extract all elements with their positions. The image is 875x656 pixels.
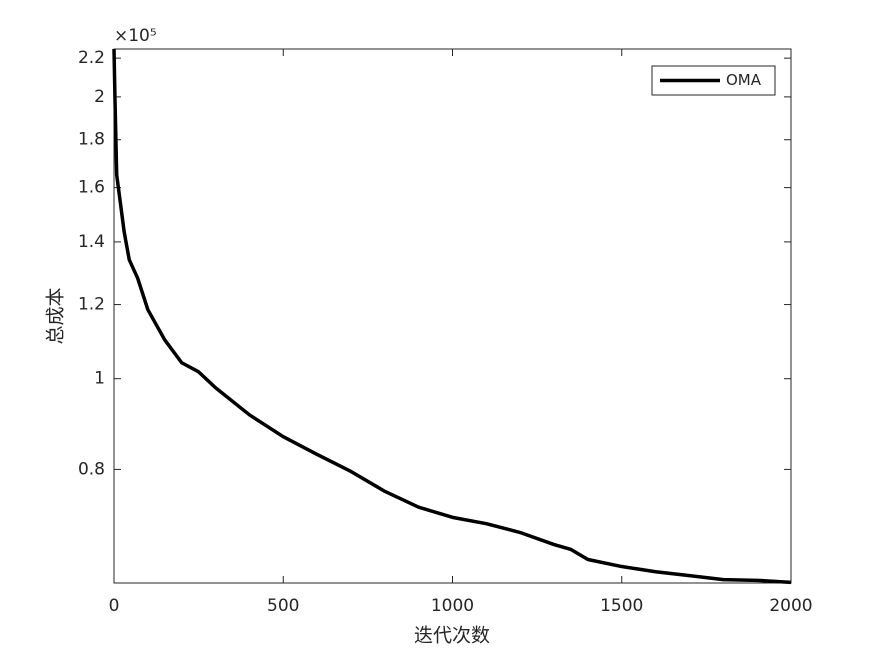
x-axis-label: 迭代次数 [414, 625, 490, 647]
legend-box [651, 65, 776, 96]
y-multiplier: ×10⁵ [114, 26, 157, 46]
y-tick-label: 1.2 [78, 295, 105, 315]
x-tick-label: 1000 [431, 596, 474, 616]
x-tick-label: 2000 [769, 596, 812, 616]
y-tick-label: 0.8 [78, 459, 105, 479]
x-tick-label: 0 [109, 596, 120, 616]
y-tick-label: 2 [94, 87, 105, 107]
y-tick-label: 2.2 [78, 48, 105, 68]
x-tick-label: 1500 [600, 596, 643, 616]
y-axis-label: 总成本 [45, 287, 67, 344]
y-tick-label: 1 [94, 369, 105, 389]
legend-label: OMA [726, 71, 762, 89]
line-series [112, 48, 792, 585]
y-tick-label: 1.4 [78, 232, 105, 252]
plot-box [113, 48, 792, 584]
y-tick-label: 1.8 [78, 130, 105, 150]
x-tick-label: 500 [267, 596, 299, 616]
y-tick-label: 1.6 [78, 178, 105, 198]
